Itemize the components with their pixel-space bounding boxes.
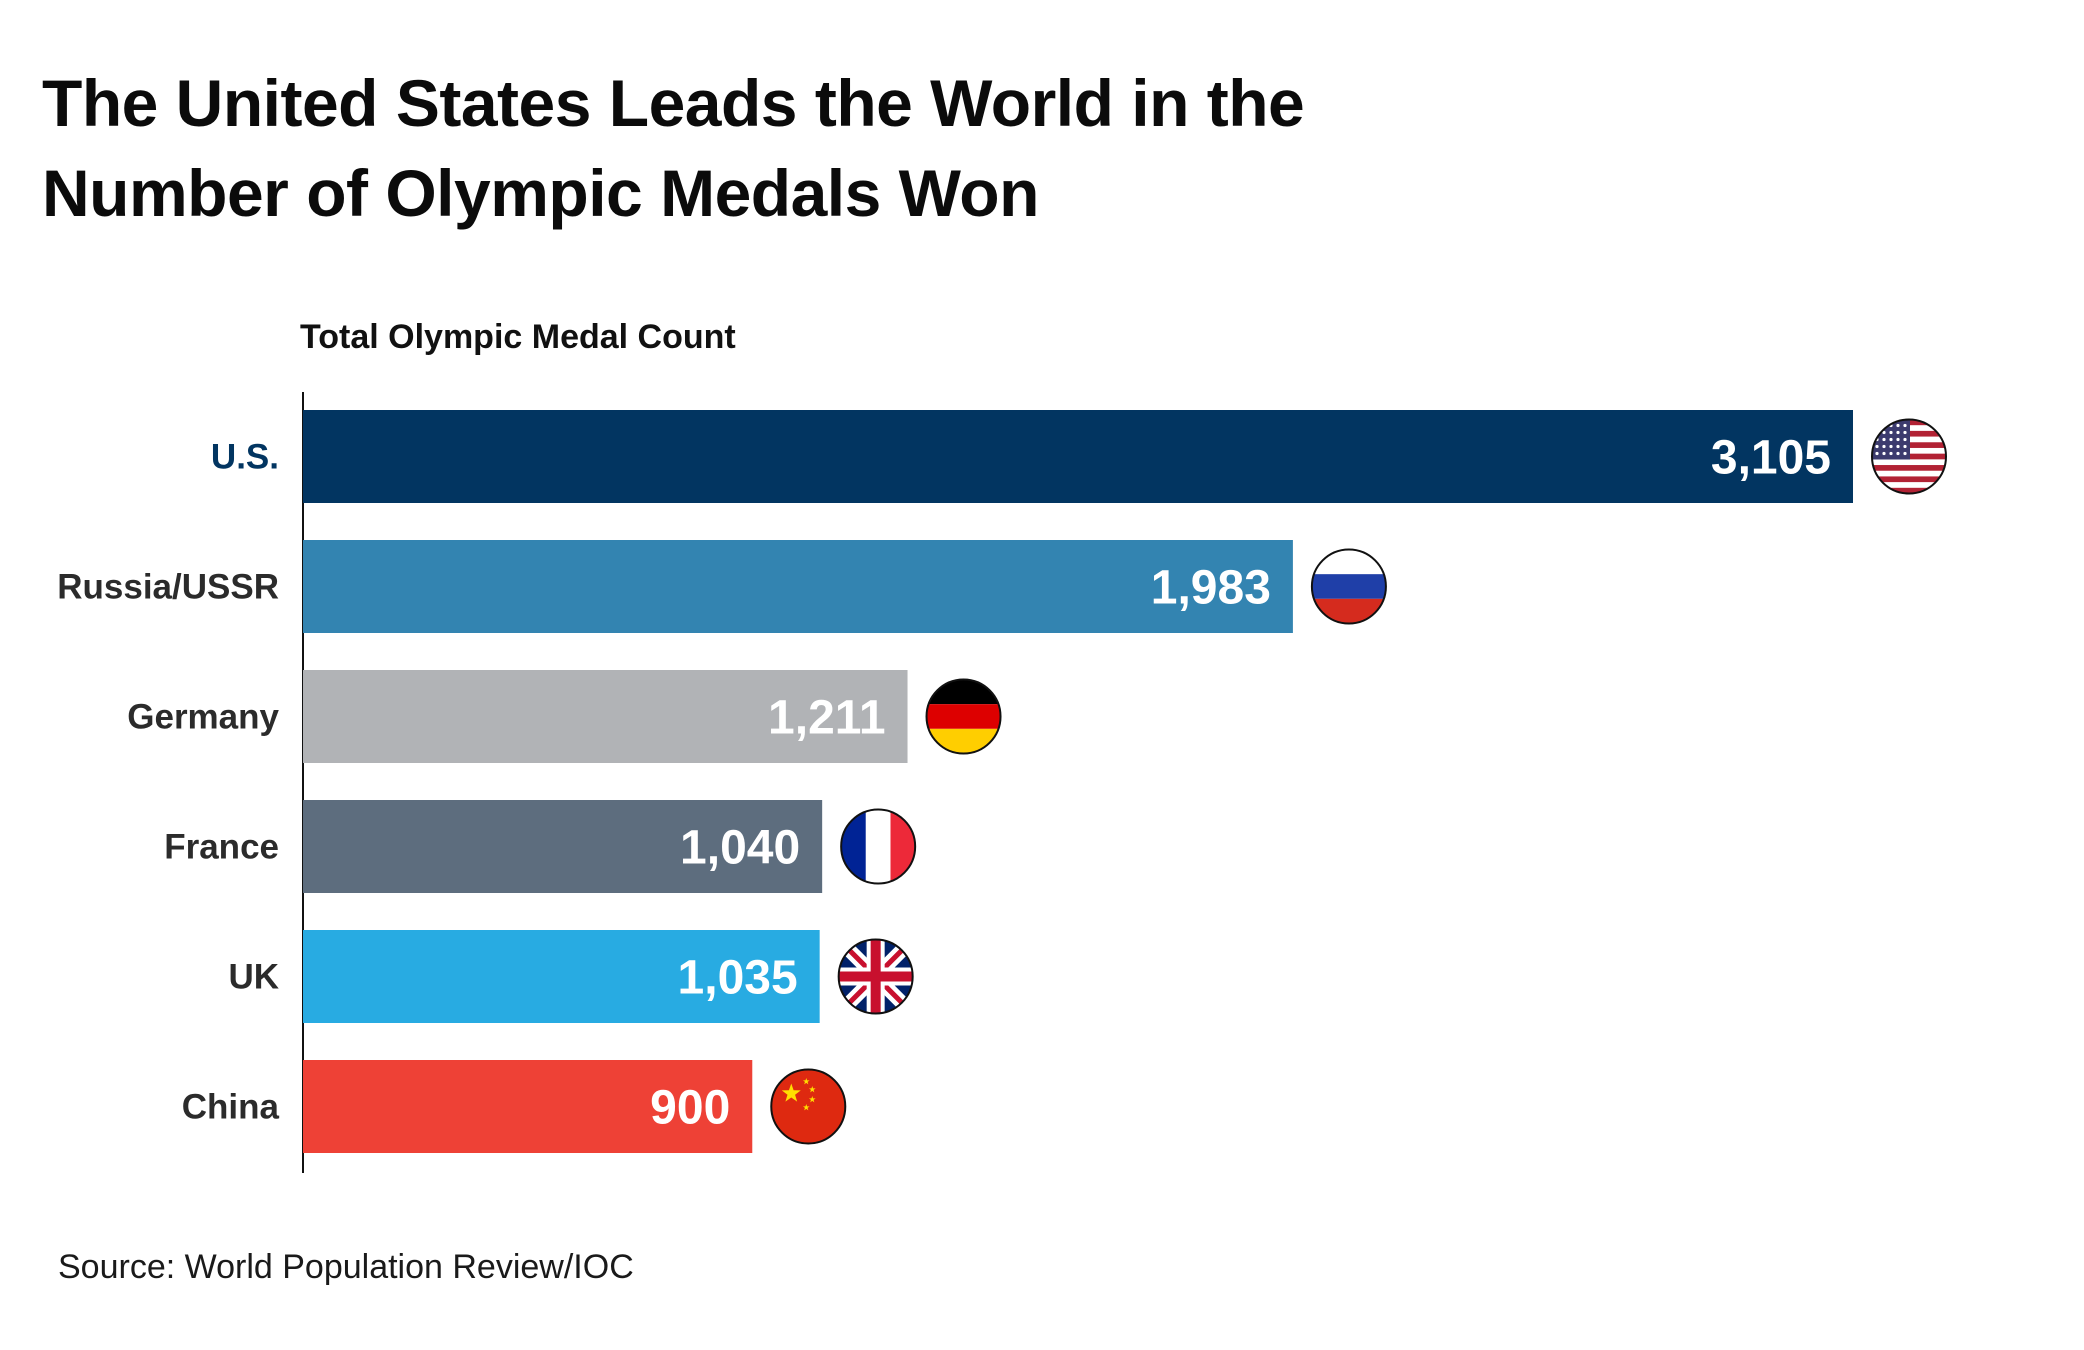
usa-flag-icon [1871, 418, 1947, 495]
chart-title: The United States Leads the World in the… [42, 66, 1305, 230]
france-flag-icon [840, 808, 917, 885]
russia-flag-icon [1310, 548, 1387, 625]
germany-flag-icon [925, 678, 1002, 755]
category-label-4: France [164, 828, 279, 867]
category-label-3: Germany [127, 698, 279, 737]
category-label-1: U.S. [211, 438, 279, 477]
china-flag-icon [770, 1068, 847, 1145]
value-label-2: 1,983 [1151, 562, 1271, 615]
bar-3 [303, 670, 908, 763]
value-label-5: 1,035 [678, 952, 798, 1005]
value-label-1: 3,105 [1711, 432, 1831, 485]
value-label-4: 1,040 [680, 822, 800, 875]
uk-flag-icon [837, 938, 914, 1015]
value-label-3: 1,211 [768, 692, 885, 745]
bar-2 [303, 540, 1293, 633]
bar-1 [303, 410, 1853, 503]
category-label-2: Russia/USSR [57, 568, 279, 607]
bar-5 [303, 930, 820, 1023]
category-label-5: UK [228, 958, 279, 997]
bars-layer: U.S. 3,105 Russia/USSR 1,983 Germany 1,211 Fra… [57, 410, 1947, 1153]
category-label-6: China [182, 1088, 280, 1127]
value-label-6: 900 [650, 1082, 730, 1135]
bar-6 [303, 1060, 753, 1153]
source-note: Source: World Population Review/IOC [58, 1248, 634, 1286]
chart-subtitle: Total Olympic Medal Count [300, 318, 736, 356]
bar-4 [303, 800, 823, 893]
